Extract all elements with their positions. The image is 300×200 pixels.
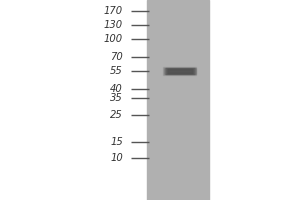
Bar — [167, 69, 193, 73]
Text: 130: 130 — [104, 20, 123, 30]
Bar — [164, 68, 196, 74]
Text: 40: 40 — [110, 84, 123, 94]
Text: 15: 15 — [110, 137, 123, 147]
Bar — [166, 68, 194, 74]
Text: 70: 70 — [110, 52, 123, 62]
Bar — [164, 67, 196, 75]
Text: 10: 10 — [110, 153, 123, 163]
Bar — [168, 69, 192, 73]
Text: 100: 100 — [104, 34, 123, 44]
Bar — [147, 0, 208, 200]
Text: 170: 170 — [104, 6, 123, 16]
Text: 55: 55 — [110, 66, 123, 76]
Text: 35: 35 — [110, 93, 123, 103]
Text: 25: 25 — [110, 110, 123, 120]
Bar — [165, 68, 195, 74]
